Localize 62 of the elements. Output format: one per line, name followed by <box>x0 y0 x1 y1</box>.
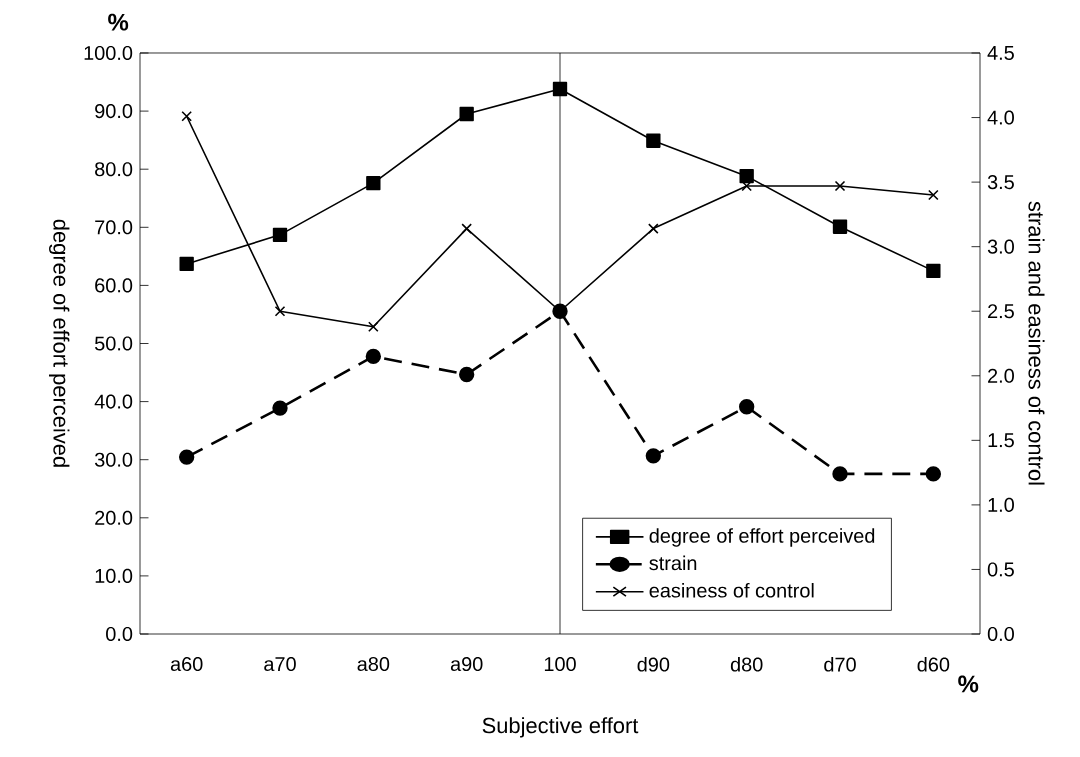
y2-tick-label: 4.5 <box>987 46 1014 60</box>
point <box>552 81 568 97</box>
y2-axis-title: strain and easiness of control <box>1028 201 1045 485</box>
point <box>926 263 941 279</box>
legend-label: strain <box>649 555 697 571</box>
point <box>834 180 846 192</box>
point <box>274 305 286 317</box>
legend-label: degree of effort perceived <box>649 528 875 547</box>
point <box>461 223 472 234</box>
x-tick-label: a80 <box>357 656 390 672</box>
point <box>272 227 288 243</box>
point <box>368 321 379 333</box>
point <box>181 110 192 122</box>
point <box>645 448 662 464</box>
y-tick-label: 0.0 <box>106 626 133 642</box>
point <box>179 256 194 272</box>
y-tick-label: 50.0 <box>94 336 133 351</box>
y-tick-label: 10.0 <box>95 568 133 583</box>
text: % <box>108 13 129 31</box>
point <box>832 219 848 234</box>
x-tick-label: a70 <box>264 656 296 672</box>
y2-tick-label: 1.5 <box>988 433 1014 448</box>
y-tick-label: 30.0 <box>94 452 133 467</box>
point <box>365 348 382 365</box>
x-tick-label: d90 <box>637 656 670 672</box>
y2-tick-label: 0.5 <box>987 562 1014 577</box>
point <box>272 400 288 416</box>
x-tick-label: d70 <box>824 656 856 672</box>
y2-tick-label: 3.5 <box>987 175 1014 190</box>
y2-tick-label: 4.0 <box>987 110 1014 125</box>
y-tick-label: 100.0 <box>84 45 133 61</box>
x-tick-label: a60 <box>170 656 203 672</box>
y2-tick-label: 0.0 <box>987 626 1014 642</box>
point <box>366 175 381 191</box>
y2-tick-label: 1.0 <box>988 497 1014 512</box>
point <box>739 168 754 184</box>
point <box>832 466 848 482</box>
x-tick-label: d80 <box>730 656 763 672</box>
y-axis-title: degree of effort perceived <box>49 219 70 467</box>
y-tick-label: 40.0 <box>94 394 133 409</box>
point <box>646 133 661 148</box>
point <box>178 449 195 465</box>
point <box>925 466 942 482</box>
y-tick-label: 20.0 <box>95 510 133 525</box>
x-tick-label: 100 <box>544 656 576 672</box>
y2-tick-label: 3.0 <box>987 239 1014 254</box>
point <box>459 366 475 383</box>
y-tick-label: 80.0 <box>95 162 133 177</box>
point <box>648 223 659 234</box>
x-tick-label: d60 <box>917 656 950 672</box>
y-tick-label: 60.0 <box>95 278 133 293</box>
point <box>459 106 474 122</box>
legend-label: easiness of control <box>649 582 814 598</box>
point <box>928 189 939 201</box>
point <box>739 399 755 415</box>
y2-tick-label: 2.0 <box>988 368 1014 383</box>
y-tick-label: 90.0 <box>95 104 133 119</box>
text: % <box>958 675 979 693</box>
x-tick-label: a90 <box>450 656 483 672</box>
y-tick-label: 70.0 <box>95 220 133 235</box>
y2-tick-label: 2.5 <box>988 304 1014 319</box>
x-axis-title: Subjective effort <box>482 717 639 738</box>
